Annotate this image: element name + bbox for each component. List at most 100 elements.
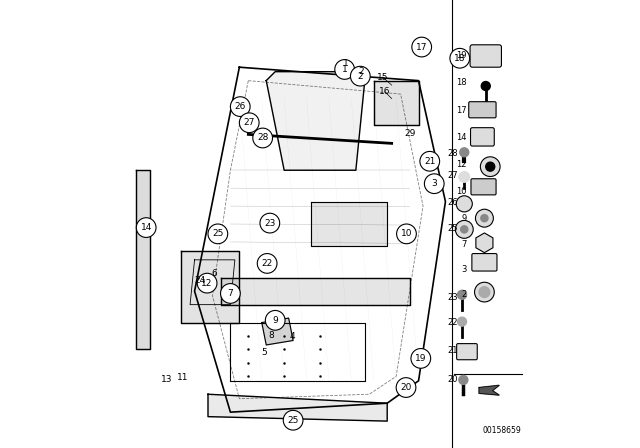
Text: 26: 26 [447, 198, 458, 207]
Text: 29: 29 [404, 129, 415, 138]
Text: 17: 17 [456, 106, 467, 115]
Circle shape [230, 97, 250, 116]
Text: 21: 21 [424, 157, 435, 166]
Circle shape [458, 290, 467, 299]
Polygon shape [479, 385, 499, 395]
Text: 2: 2 [358, 72, 363, 81]
Text: 25: 25 [212, 229, 223, 238]
Circle shape [481, 215, 488, 222]
Circle shape [208, 224, 228, 244]
Polygon shape [266, 72, 365, 170]
Circle shape [397, 224, 417, 244]
Circle shape [260, 213, 280, 233]
Circle shape [136, 218, 156, 237]
Circle shape [486, 162, 495, 171]
FancyBboxPatch shape [471, 179, 496, 195]
Circle shape [335, 60, 355, 79]
Circle shape [475, 282, 494, 302]
Circle shape [458, 317, 467, 326]
Polygon shape [374, 81, 419, 125]
Circle shape [253, 128, 273, 148]
Text: 21: 21 [447, 346, 458, 355]
Circle shape [412, 37, 431, 57]
Text: 2: 2 [461, 290, 467, 299]
Text: 27: 27 [244, 118, 255, 127]
Text: 10: 10 [456, 187, 467, 196]
Circle shape [456, 196, 472, 212]
Circle shape [239, 113, 259, 133]
Text: 23: 23 [447, 293, 458, 302]
Text: 6: 6 [211, 269, 217, 278]
Text: 9: 9 [461, 214, 467, 223]
Circle shape [396, 378, 416, 397]
Text: 20: 20 [447, 375, 458, 384]
Circle shape [481, 82, 490, 90]
Text: 11: 11 [177, 373, 188, 382]
Circle shape [461, 226, 468, 233]
Text: 3: 3 [461, 265, 467, 274]
Circle shape [459, 375, 468, 384]
Circle shape [479, 287, 490, 297]
Text: 12: 12 [202, 279, 212, 288]
Circle shape [460, 148, 468, 157]
Polygon shape [208, 394, 387, 421]
Text: 1: 1 [342, 65, 348, 74]
Text: 16: 16 [380, 87, 390, 96]
Circle shape [284, 410, 303, 430]
Polygon shape [221, 278, 410, 305]
Circle shape [455, 220, 473, 238]
Text: 28: 28 [447, 149, 458, 158]
Circle shape [476, 209, 493, 227]
Circle shape [420, 151, 440, 171]
Text: 28: 28 [257, 134, 268, 142]
Text: 5: 5 [261, 348, 267, 357]
Text: 15: 15 [377, 73, 388, 82]
Text: 7: 7 [228, 289, 233, 298]
Circle shape [424, 174, 444, 194]
Text: 19: 19 [415, 354, 426, 363]
Text: 12: 12 [456, 160, 467, 169]
Text: 9: 9 [273, 316, 278, 325]
Text: 22: 22 [447, 318, 458, 327]
FancyBboxPatch shape [457, 344, 477, 360]
Circle shape [411, 349, 431, 368]
Circle shape [266, 310, 285, 330]
Text: 8: 8 [269, 331, 275, 340]
Text: 23: 23 [264, 219, 275, 228]
Circle shape [351, 66, 370, 86]
FancyBboxPatch shape [470, 128, 494, 146]
Polygon shape [136, 170, 150, 349]
Text: 17: 17 [416, 43, 428, 52]
Text: 20: 20 [401, 383, 412, 392]
Text: 25: 25 [287, 416, 299, 425]
Text: 3: 3 [431, 179, 437, 188]
Text: 24: 24 [195, 276, 206, 284]
Text: 14: 14 [141, 223, 152, 232]
Text: 13: 13 [161, 375, 173, 384]
Text: 7: 7 [461, 240, 467, 249]
Text: 18: 18 [456, 78, 467, 87]
Text: 4: 4 [289, 332, 295, 341]
Text: 26: 26 [235, 102, 246, 111]
Polygon shape [262, 318, 293, 345]
Polygon shape [181, 251, 239, 323]
Text: 2: 2 [358, 67, 364, 76]
Text: 22: 22 [262, 259, 273, 268]
Text: 25: 25 [447, 224, 458, 233]
Polygon shape [311, 202, 387, 246]
Circle shape [257, 254, 277, 273]
Text: 27: 27 [447, 171, 458, 180]
Text: 19: 19 [456, 51, 467, 60]
Text: 18: 18 [454, 54, 465, 63]
FancyBboxPatch shape [468, 102, 496, 118]
Circle shape [221, 284, 240, 303]
Circle shape [481, 157, 500, 177]
Text: 00158659: 00158659 [482, 426, 521, 435]
Circle shape [459, 172, 470, 182]
FancyBboxPatch shape [472, 254, 497, 271]
Circle shape [450, 48, 470, 68]
FancyBboxPatch shape [470, 45, 502, 67]
Text: 14: 14 [456, 134, 467, 142]
Circle shape [197, 273, 217, 293]
Text: 1: 1 [343, 59, 349, 68]
